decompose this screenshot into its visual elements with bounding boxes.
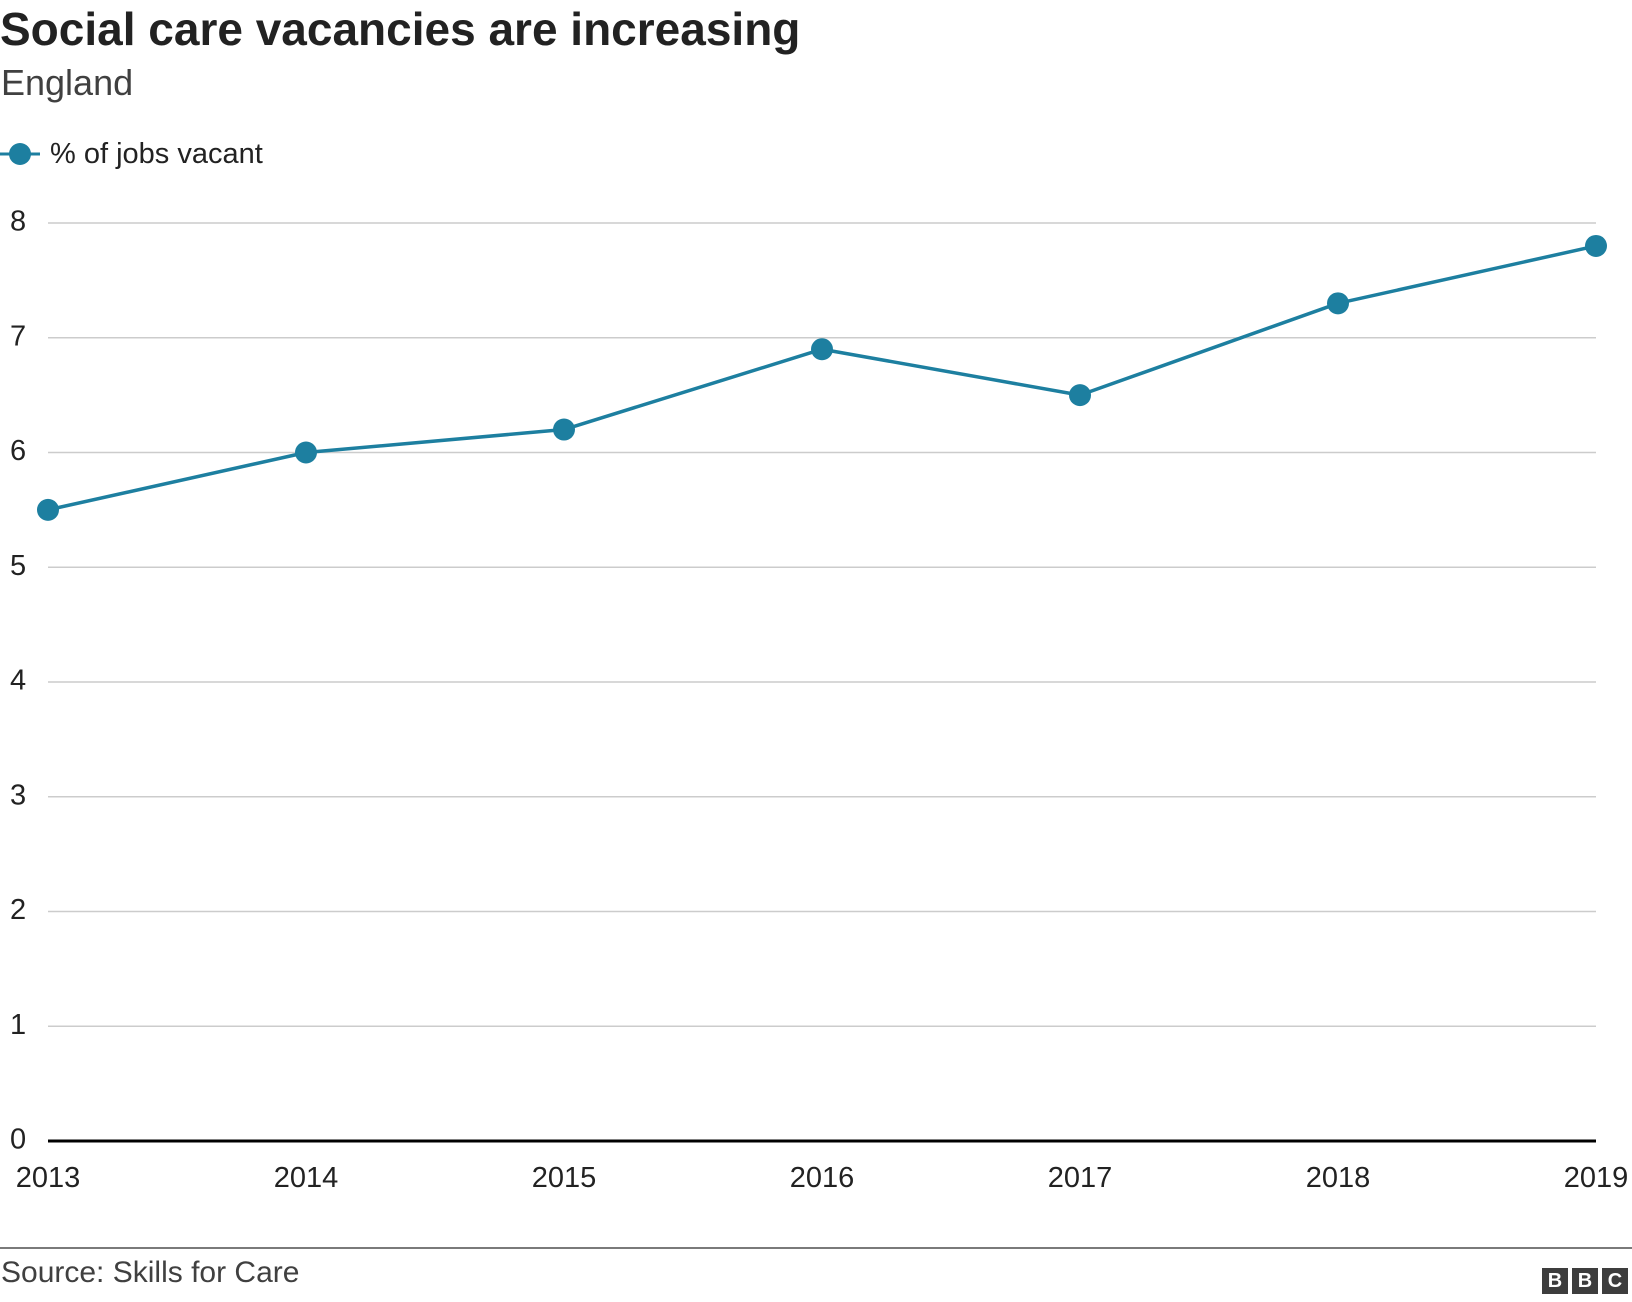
y-tick-label: 2: [10, 894, 26, 926]
bbc-logo: B B C: [1542, 1268, 1628, 1294]
y-axis-ticks: 0 1 2 3 4 5 6 7 8: [10, 206, 26, 1156]
x-tick-label: 2014: [274, 1162, 339, 1194]
data-point: [295, 441, 317, 464]
series-group: [37, 234, 1607, 521]
y-tick-label: 5: [10, 550, 26, 582]
legend-label: % of jobs vacant: [50, 137, 263, 170]
line-chart: 0 1 2 3 4 5 6 7 8 2013 2014 2015 2016 2017 2018 2019: [10, 206, 1629, 1194]
y-tick-label: 1: [10, 1009, 26, 1041]
x-tick-label: 2016: [790, 1162, 855, 1194]
data-point: [1585, 234, 1607, 257]
data-point: [1069, 384, 1091, 407]
y-tick-label: 3: [10, 779, 26, 811]
y-tick-label: 7: [10, 320, 26, 352]
gridlines: [48, 222, 1596, 1143]
y-tick-label: 0: [10, 1124, 26, 1156]
y-tick-label: 4: [10, 665, 26, 697]
legend-line-marker-icon: [0, 143, 40, 165]
chart-subtitle: England: [1, 62, 134, 103]
y-tick-label: 6: [10, 435, 26, 467]
x-tick-label: 2018: [1306, 1162, 1371, 1194]
x-tick-label: 2019: [1564, 1162, 1629, 1194]
y-tick-label: 8: [10, 206, 26, 238]
source-note: Source: Skills for Care: [1, 1256, 300, 1289]
chart-legend: % of jobs vacant: [0, 134, 263, 174]
data-point: [1327, 292, 1349, 315]
bbc-logo-letter: B: [1542, 1268, 1568, 1294]
series-line: [47, 244, 1597, 512]
bbc-logo-letter: B: [1572, 1268, 1598, 1294]
data-point: [553, 418, 575, 441]
x-axis-ticks: 2013 2014 2015 2016 2017 2018 2019: [16, 1162, 1629, 1194]
x-tick-label: 2013: [16, 1162, 81, 1194]
footer-divider: [0, 1247, 1632, 1249]
data-point: [37, 498, 59, 521]
bbc-logo-letter: C: [1602, 1268, 1628, 1294]
data-point: [811, 338, 833, 361]
chart-title: Social care vacancies are increasing: [0, 3, 801, 55]
x-tick-label: 2015: [532, 1162, 597, 1194]
x-tick-label: 2017: [1048, 1162, 1113, 1194]
